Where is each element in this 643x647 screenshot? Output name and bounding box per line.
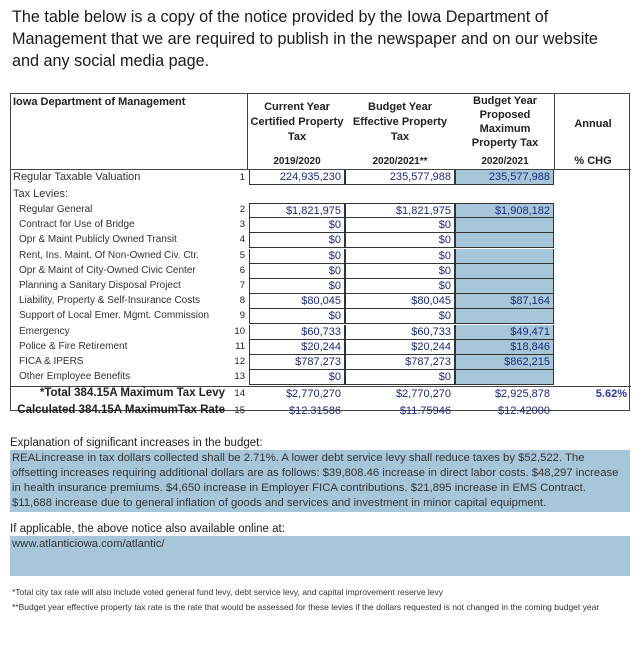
levy-cell: $0 (249, 370, 345, 386)
valuation-cell: 235,577,988 (455, 170, 554, 185)
levy-label: FICA & IPERS (19, 356, 84, 367)
levy-label: Emergency (19, 325, 70, 337)
tax-levies-label: Tax Levies: (13, 188, 69, 200)
levy-label: Police & Fire Retirement (19, 340, 128, 352)
tax-rate-label: Calculated 384.15A MaximumTax Rate (17, 404, 225, 416)
levy-cell: $0 (345, 233, 455, 249)
row-number: 12 (234, 356, 245, 367)
levy-cell (455, 233, 554, 249)
levy-cell: $0 (345, 370, 455, 386)
levy-cell: $0 (345, 248, 455, 264)
explanation-text: REALincrease in tax dollars collected sh… (10, 450, 630, 512)
levy-cell: $80,045 (345, 294, 455, 310)
levy-cell (455, 218, 554, 234)
levy-label: Opr & Maint of City-Owned Civic Center (19, 264, 196, 276)
valuation-cell: 224,935,230 (249, 170, 345, 185)
row-number: 2 (239, 204, 245, 215)
levy-cell: $18,846 (455, 339, 554, 355)
levy-cell (455, 279, 554, 294)
levy-cell: $87,164 (455, 294, 554, 310)
total-levy-cell: $2,770,270 (285, 388, 341, 400)
tax-rate-cell: $12.42000 (498, 405, 550, 417)
header-effective-tax: Budget Year Effective Property Tax (352, 101, 448, 143)
levy-cell (455, 309, 554, 325)
online-url[interactable]: www.atlanticiowa.com/atlantic/ (10, 536, 630, 576)
levy-cell: $787,273 (345, 355, 455, 370)
levy-cell: $80,045 (249, 294, 345, 310)
tax-rate-cell: $12.31586 (289, 405, 341, 417)
levy-cell: $1,821,975 (249, 203, 345, 218)
levy-cell: $0 (249, 233, 345, 249)
row-number: 7 (239, 280, 245, 291)
row-number: 14 (234, 388, 245, 399)
total-levy-cell: $2,770,270 (395, 388, 451, 400)
levy-label: Rent, Ins. Maint. Of Non-Owned Civ. Ctr. (19, 249, 199, 261)
year-current: 2019/2020 (273, 156, 321, 167)
total-levy-cell: $2,925,878 (494, 388, 550, 400)
row-number: 1 (239, 172, 245, 183)
year-effective: 2020/2021** (372, 156, 428, 167)
levy-cell: $1,908,182 (455, 203, 554, 218)
levy-cell: $49,471 (455, 324, 554, 340)
levy-label: Opr & Maint Publicly Owned Transit (19, 234, 177, 246)
footnote-2: **Budget year effective property tax rat… (12, 602, 600, 612)
row-number: 8 (239, 295, 245, 307)
online-label: If applicable, the above notice also ava… (10, 523, 285, 535)
levy-label: Support of Local Emer. Mgmt. Commission (19, 310, 210, 322)
header-divider (247, 94, 248, 169)
levy-cell: $0 (345, 309, 455, 325)
levy-cell (455, 263, 554, 279)
header-proposed-max: Budget Year Proposed Maximum Property Ta… (471, 95, 539, 149)
levy-cell (455, 370, 554, 386)
row-number: 5 (239, 249, 245, 261)
levy-cell: $0 (249, 218, 345, 234)
row-number: 10 (234, 325, 245, 337)
levy-cell: $20,244 (345, 339, 455, 355)
pct-change-header: % CHG (574, 155, 612, 167)
header-divider (554, 94, 555, 169)
levy-cell: $60,733 (345, 324, 455, 340)
tax-rate-cell: $11.75946 (399, 405, 451, 417)
header-current-year: Current Year Certified Property Tax (250, 101, 344, 143)
levy-cell: $0 (249, 263, 345, 279)
row-number: 11 (235, 340, 245, 352)
levy-label: Planning a Sanitary Disposal Project (19, 280, 181, 291)
totals-divider (11, 386, 631, 387)
notes-section: Explanation of significant increases in … (10, 436, 630, 614)
header-divider (11, 169, 631, 170)
row-number: 9 (239, 310, 245, 322)
header-annual: Annual (574, 118, 612, 130)
row-number: 4 (239, 234, 245, 246)
annual-pct-change: 5.62% (595, 388, 627, 400)
levy-cell: $60,733 (249, 324, 345, 340)
row-number: 15 (234, 405, 245, 416)
row-number: 13 (234, 371, 245, 383)
levy-cell: $1,821,975 (345, 203, 455, 218)
row-number: 6 (239, 264, 245, 276)
levy-cell: $862,215 (455, 355, 554, 370)
year-proposed: 2020/2021 (481, 156, 529, 167)
total-levy-label: *Total 384.15A Maximum Tax Levy (39, 387, 225, 399)
valuation-cell: 235,577,988 (345, 170, 455, 185)
intro-text: The table below is a copy of the notice … (12, 8, 598, 70)
row-number: 3 (239, 219, 245, 231)
table-title: Iowa Department of Management (13, 96, 186, 108)
explanation-label: Explanation of significant increases in … (10, 437, 263, 449)
levy-cell: $0 (249, 279, 345, 294)
levy-label: Liability, Property & Self-Insurance Cos… (19, 295, 201, 307)
levy-cell: $0 (345, 279, 455, 294)
levy-cell (455, 248, 554, 264)
tax-notice-table: Iowa Department of Management Current Ye… (10, 93, 631, 417)
levy-label: Regular General (19, 204, 93, 215)
levy-cell: $0 (249, 248, 345, 264)
levy-cell: $787,273 (249, 355, 345, 370)
levy-cell: $20,244 (249, 339, 345, 355)
footnote-1: *Total city tax rate will also include v… (12, 587, 444, 597)
levy-cell: $0 (345, 263, 455, 279)
levy-label: Contract for Use of Bridge (19, 219, 135, 231)
levy-label: Other Employee Benefits (19, 371, 131, 383)
levy-cell: $0 (249, 309, 345, 325)
valuation-label: Regular Taxable Valuation (13, 171, 141, 183)
levy-cell: $0 (345, 218, 455, 234)
